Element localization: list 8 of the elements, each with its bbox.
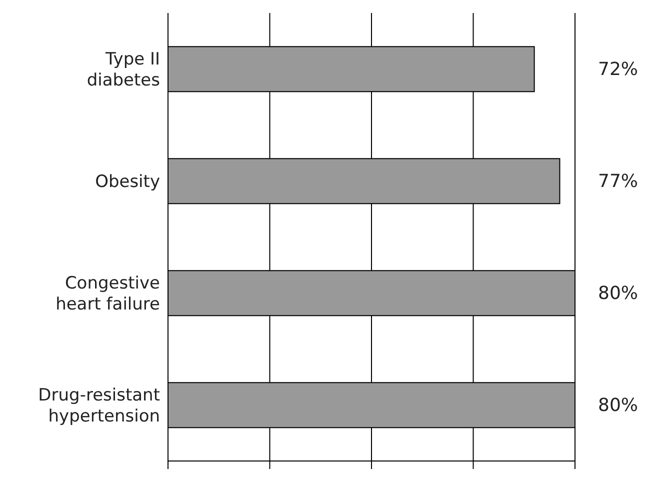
y-tick-label: Obesity <box>95 172 160 192</box>
y-tick-label: Congestive heart failure <box>56 274 160 314</box>
y-tick-label: Type II diabetes <box>86 50 160 90</box>
data-label: 80% <box>598 283 638 304</box>
data-label: 77% <box>598 171 638 192</box>
data-label: 72% <box>598 59 638 80</box>
data-label: 80% <box>598 395 638 416</box>
y-tick-label: Drug-resistant hypertension <box>38 386 160 426</box>
